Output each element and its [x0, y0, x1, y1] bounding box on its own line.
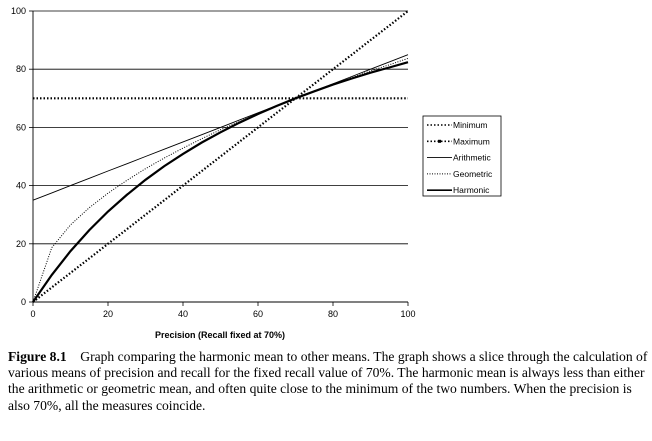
x-tick-label: 100 — [400, 309, 415, 319]
y-tick-label: 80 — [16, 64, 26, 74]
legend-marker-maximum — [438, 139, 441, 143]
x-axis-title: Precision (Recall fixed at 70%) — [155, 330, 285, 340]
y-tick-label: 100 — [11, 6, 26, 16]
series-line-geometric — [32, 57, 409, 303]
x-tick-label: 40 — [178, 309, 188, 319]
legend: Minimum Maximum Arithmetic Geometric Harmoni… — [422, 115, 502, 197]
y-tick-label: 40 — [16, 181, 26, 191]
figure-caption: Figure 8.1 Graph comparing the harmonic … — [8, 349, 648, 414]
x-tick-label: 80 — [328, 309, 338, 319]
y-tick-label: 20 — [16, 239, 26, 249]
axes — [29, 10, 409, 306]
legend-label-geometric: Geometric — [453, 169, 493, 179]
legend-label-minimum: Minimum — [453, 120, 487, 130]
legend-box — [422, 115, 502, 197]
series-line-maximum — [33, 10, 409, 100]
legend-label-maximum: Maximum — [453, 136, 490, 146]
chart: 0 20 40 60 80 100 0 20 40 60 80 100 Precision (Reca… — [11, 6, 502, 340]
series-lines — [32, 10, 409, 303]
series-line-minimum — [32, 97, 408, 303]
x-tick-label: 20 — [103, 309, 113, 319]
series-line-harmonic — [32, 61, 409, 303]
caption-label: Figure 8.1 — [8, 349, 67, 364]
legend-label-arithmetic: Arithmetic — [453, 153, 492, 163]
y-tick-label: 60 — [16, 122, 26, 132]
y-tick-label: 0 — [21, 297, 26, 307]
series-line-arithmetic — [32, 54, 409, 201]
x-tick-label: 60 — [253, 309, 263, 319]
x-tick-label: 0 — [30, 309, 35, 319]
legend-label-harmonic: Harmonic — [453, 185, 490, 195]
tick-labels: 0 20 40 60 80 100 0 20 40 60 80 100 — [11, 6, 416, 319]
caption-text: Graph comparing the harmonic mean to oth… — [8, 349, 648, 413]
